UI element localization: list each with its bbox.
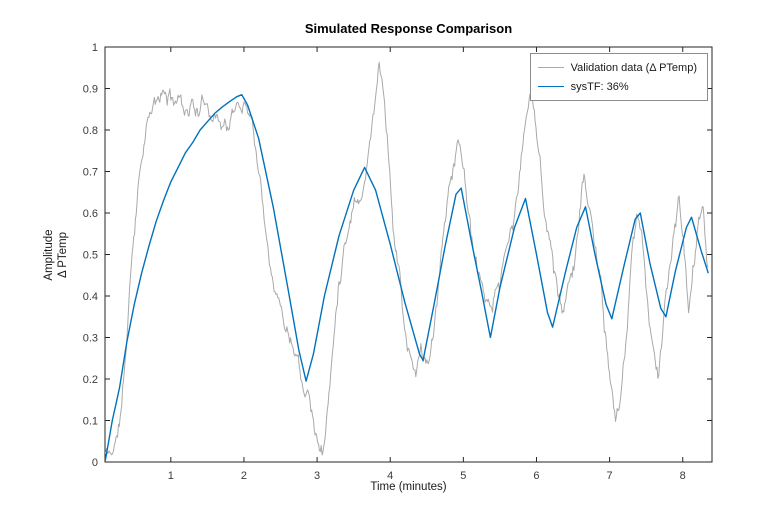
svg-text:0.5: 0.5 — [83, 250, 98, 262]
svg-text:0.8: 0.8 — [83, 125, 98, 137]
legend-entry-systf: sysTF: 36% — [537, 77, 697, 96]
y-axis-label-line1: Amplitude — [43, 229, 55, 281]
svg-text:1: 1 — [92, 42, 98, 54]
svg-text:8: 8 — [680, 470, 686, 482]
svg-text:0: 0 — [92, 457, 98, 469]
svg-text:1: 1 — [168, 470, 174, 482]
y-axis-label: Amplitude Δ PTemp — [42, 190, 72, 320]
svg-text:5: 5 — [460, 470, 466, 482]
svg-text:0.4: 0.4 — [83, 291, 98, 303]
legend-entry-validation-data: Validation data (Δ PTemp) — [537, 58, 697, 77]
svg-text:0.7: 0.7 — [83, 167, 98, 179]
chart-title: Simulated Response Comparison — [304, 21, 513, 36]
svg-text:0.9: 0.9 — [83, 84, 98, 96]
legend-line-sample-systf — [537, 86, 564, 87]
svg-text:0.6: 0.6 — [83, 208, 98, 220]
legend: Validation data (Δ PTemp) sysTF: 36% — [529, 53, 708, 101]
legend-label-systf: sysTF: 36% — [570, 80, 629, 93]
svg-text:0.3: 0.3 — [83, 333, 98, 345]
svg-text:0.1: 0.1 — [83, 416, 98, 428]
svg-text:7: 7 — [607, 470, 613, 482]
legend-label-validation: Validation data (Δ PTemp) — [570, 61, 697, 74]
y-axis-label-line2: Δ PTemp — [57, 231, 69, 279]
svg-text:0.2: 0.2 — [83, 374, 98, 386]
svg-text:6: 6 — [533, 470, 539, 482]
legend-line-sample-validation — [537, 67, 564, 68]
svg-text:2: 2 — [241, 470, 247, 482]
svg-text:4: 4 — [387, 470, 393, 482]
svg-text:3: 3 — [314, 470, 320, 482]
x-axis-label: Time (minutes) — [370, 481, 447, 493]
